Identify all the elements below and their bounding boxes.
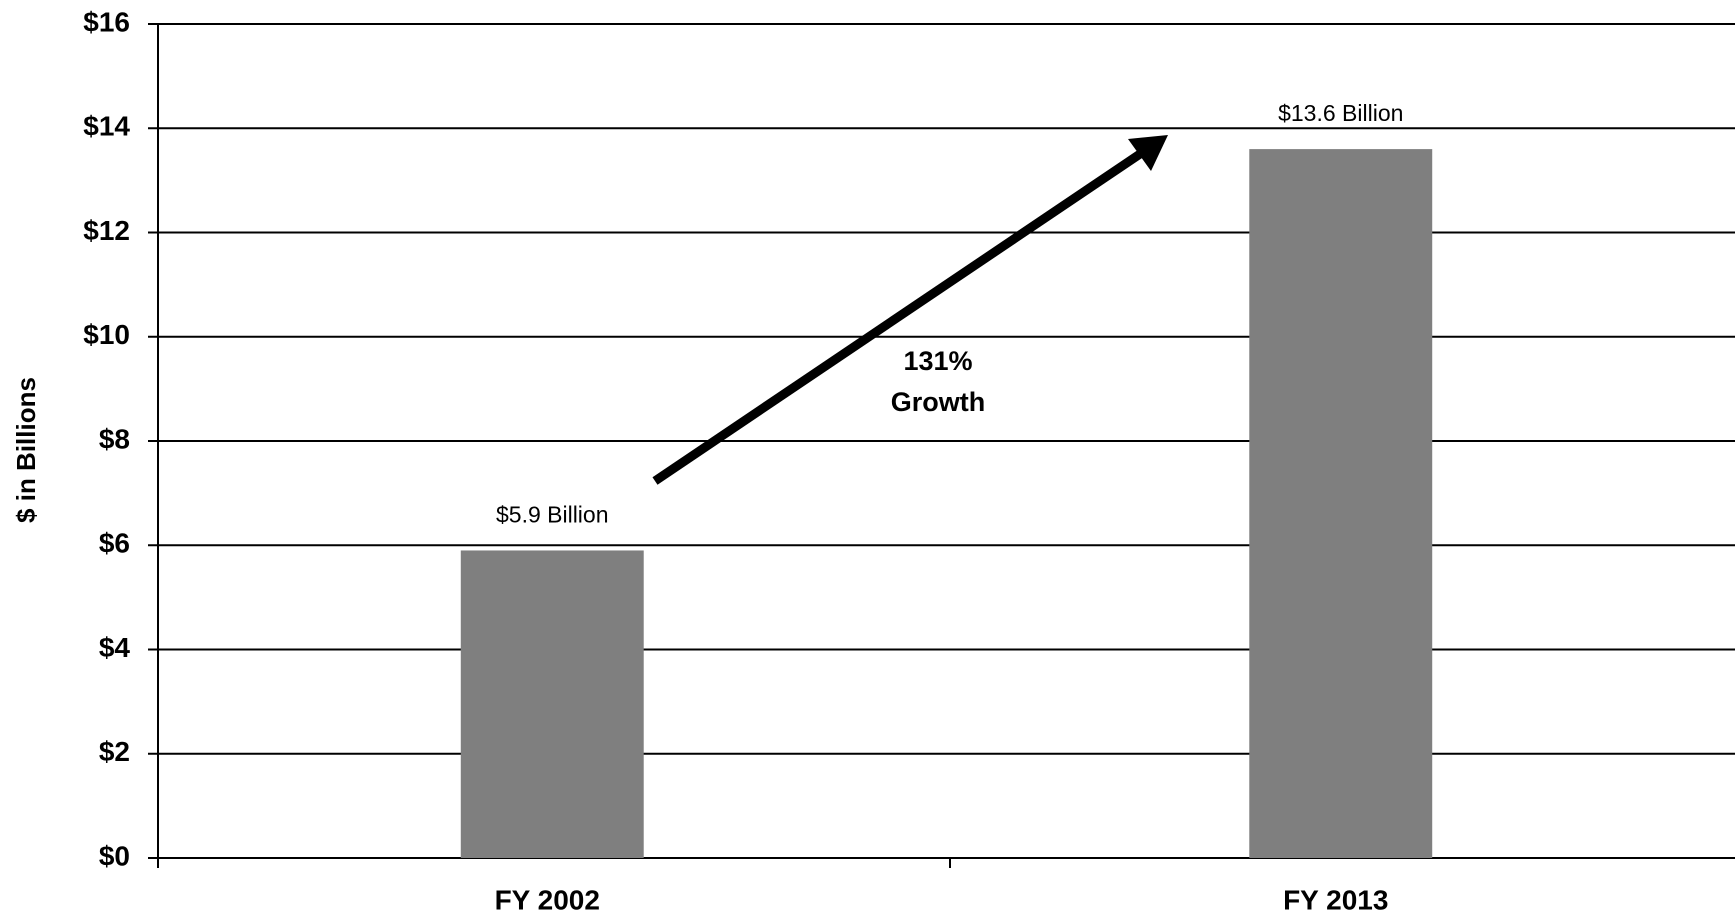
- growth-arrowhead: [1128, 135, 1168, 171]
- bar: [1249, 149, 1433, 859]
- y-tick-label: $8: [99, 423, 130, 454]
- y-tick-label: $4: [99, 632, 131, 663]
- y-axis-label: $ in Billions: [11, 377, 41, 523]
- y-tick-label: $0: [99, 840, 130, 871]
- y-tick-label: $10: [83, 319, 130, 350]
- y-tick-label: $12: [83, 215, 130, 246]
- y-tick-label: $6: [99, 528, 130, 559]
- y-tick-label: $2: [99, 736, 130, 767]
- value-label: $5.9 Billion: [496, 502, 609, 528]
- bar: [460, 550, 644, 858]
- bars: [460, 149, 1433, 859]
- y-tick-label: $14: [83, 111, 130, 142]
- value-label: $13.6 Billion: [1278, 100, 1403, 126]
- grid: [148, 23, 1735, 859]
- growth-arrow: [652, 150, 1143, 485]
- y-tick-label: $16: [83, 6, 130, 37]
- annotation: Growth: [891, 387, 986, 417]
- annotation: 131%: [903, 346, 972, 376]
- x-tick-label: FY 2002: [495, 884, 600, 915]
- x-tick-label: FY 2013: [1283, 884, 1388, 915]
